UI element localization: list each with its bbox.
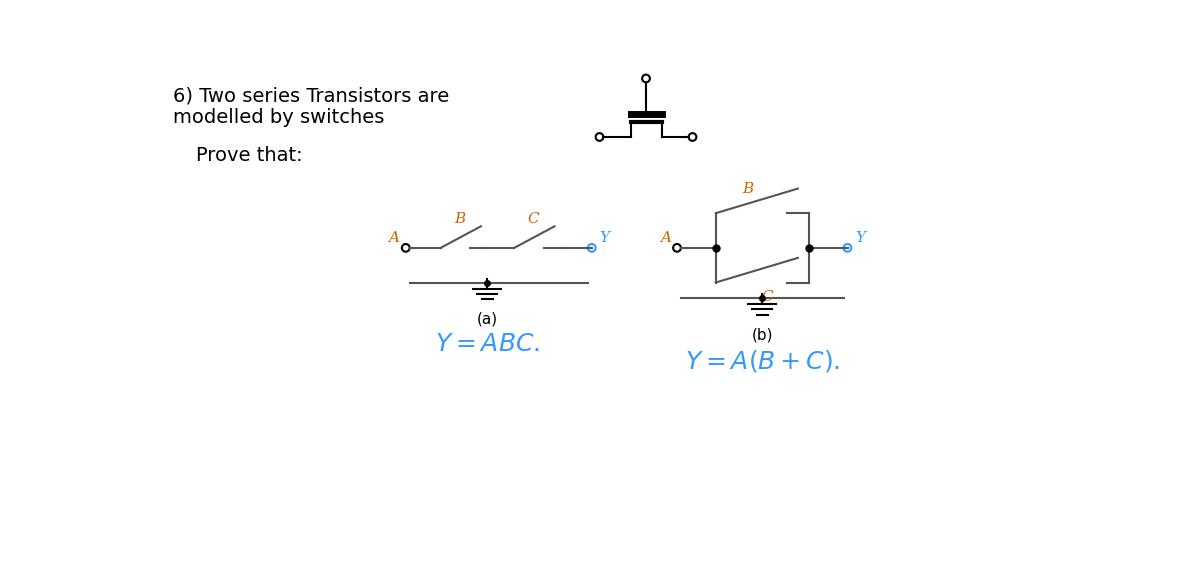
Text: Y: Y xyxy=(600,231,610,245)
Text: $Y = ABC.$: $Y = ABC.$ xyxy=(434,333,540,355)
Text: Prove that:: Prove that: xyxy=(197,146,304,165)
Text: modelled by switches: modelled by switches xyxy=(173,108,385,127)
Text: C: C xyxy=(761,290,773,304)
Text: $Y = A(B+C).$: $Y = A(B+C).$ xyxy=(685,348,840,374)
Text: B: B xyxy=(743,182,754,196)
Text: B: B xyxy=(455,212,466,226)
Text: A: A xyxy=(389,231,400,245)
Text: (b): (b) xyxy=(751,327,773,342)
Text: 6) Two series Transistors are: 6) Two series Transistors are xyxy=(173,86,450,105)
Text: (a): (a) xyxy=(476,312,498,327)
Text: Y: Y xyxy=(856,231,865,245)
Text: C: C xyxy=(528,212,540,226)
Text: A: A xyxy=(660,231,671,245)
